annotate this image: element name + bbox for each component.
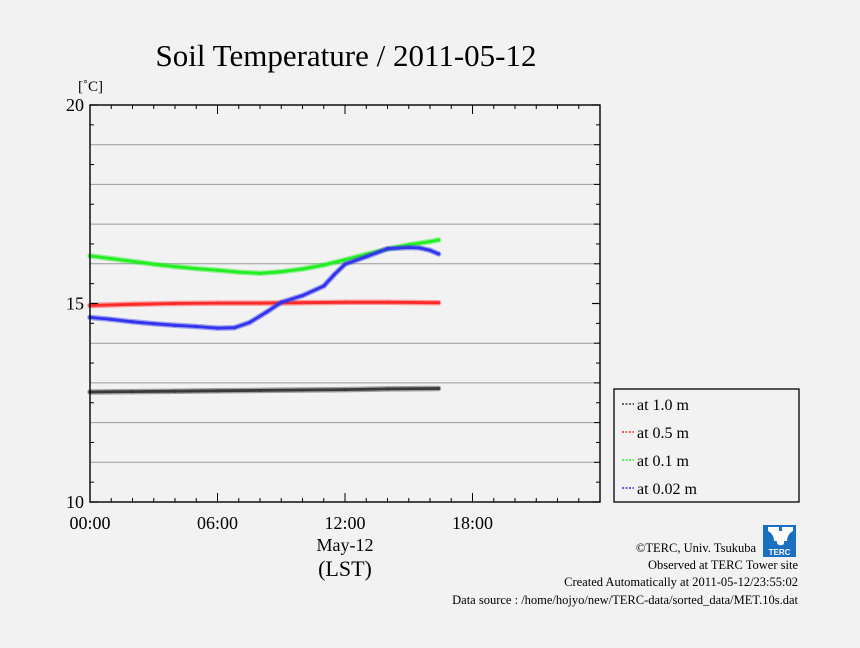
data-point	[343, 258, 347, 262]
data-point	[215, 389, 220, 393]
data-point	[232, 326, 237, 330]
legend-label: at 0.5 m	[637, 425, 690, 442]
data-point	[109, 317, 113, 321]
footer-observed: Observed at TERC Tower site	[648, 558, 798, 572]
data-point	[332, 272, 336, 277]
x-ticks: 00:00 06:00 12:00 18:00	[69, 105, 601, 533]
data-point	[300, 388, 305, 392]
y-axis-unit: [˚C]	[78, 79, 103, 95]
y-ticks: 10 15 20	[66, 95, 600, 512]
data-point	[130, 302, 135, 306]
x-tick-label: 12:00	[324, 513, 365, 533]
data-point	[436, 238, 441, 242]
data-point	[343, 388, 347, 392]
data-point	[364, 255, 368, 259]
data-point	[300, 301, 305, 305]
data-point	[385, 300, 390, 304]
legend-box	[613, 388, 800, 503]
terc-logo-icon: TERC	[763, 525, 796, 557]
footer-copyright: ©TERC, Univ. Tsukuba	[636, 541, 757, 555]
data-point	[194, 324, 198, 329]
data-point	[407, 243, 411, 247]
data-point	[343, 262, 347, 266]
data-point	[322, 284, 326, 288]
data-point	[258, 388, 262, 393]
data-point	[258, 271, 262, 275]
data-point	[109, 257, 113, 261]
data-point	[215, 301, 220, 305]
x-tick-label: 18:00	[452, 513, 493, 533]
x-tick-label: 06:00	[197, 513, 238, 533]
data-point	[173, 389, 177, 393]
data-point	[215, 268, 220, 272]
data-point	[173, 301, 177, 306]
grid-lines	[90, 144, 600, 463]
data-point	[300, 293, 305, 298]
legend-label: at 0.1 m	[637, 453, 690, 470]
data-point	[173, 323, 177, 327]
data-point	[130, 320, 135, 324]
legend-label: at 1.0 m	[637, 397, 690, 414]
data-point	[130, 390, 135, 394]
data-point	[279, 270, 283, 274]
data-point	[300, 267, 305, 271]
data-point	[264, 310, 268, 314]
data-point	[407, 245, 411, 250]
data-point	[194, 266, 198, 271]
data-point	[385, 247, 390, 251]
data-point	[130, 259, 135, 264]
chart-title: Soil Temperature / 2011-05-12	[156, 38, 537, 73]
x-axis-unit-label: (LST)	[318, 556, 372, 581]
y-tick-label: 10	[66, 492, 84, 512]
data-point	[428, 248, 432, 252]
y-tick-label: 20	[66, 95, 84, 115]
x-axis-date-label: May-12	[317, 535, 374, 555]
data-point	[173, 264, 177, 269]
data-point	[417, 246, 421, 250]
legend-label: at 0.02 m	[637, 481, 698, 498]
data-point	[343, 300, 347, 304]
data-point	[436, 386, 441, 391]
data-point	[436, 301, 441, 305]
data-point	[258, 301, 262, 305]
data-point	[322, 263, 326, 267]
data-point	[237, 270, 241, 274]
data-point	[436, 252, 441, 256]
footer-created: Created Automatically at 2011-05-12/23:5…	[564, 575, 798, 589]
data-point	[215, 326, 220, 330]
footer-source: Data source : /home/hojyo/new/TERC-data/…	[452, 593, 798, 607]
data-point	[385, 387, 390, 391]
data-point	[152, 262, 156, 266]
data-point	[247, 320, 251, 325]
legend: at 1.0 m at 0.5 m at 0.1 m at 0.02 m	[622, 397, 698, 498]
x-tick-label: 00:00	[69, 513, 110, 533]
data-point	[428, 239, 432, 244]
series-layer	[87, 237, 442, 395]
data-point	[152, 322, 156, 326]
data-point	[279, 300, 283, 304]
y-tick-label: 15	[66, 294, 84, 314]
logo-text: TERC	[769, 548, 791, 557]
